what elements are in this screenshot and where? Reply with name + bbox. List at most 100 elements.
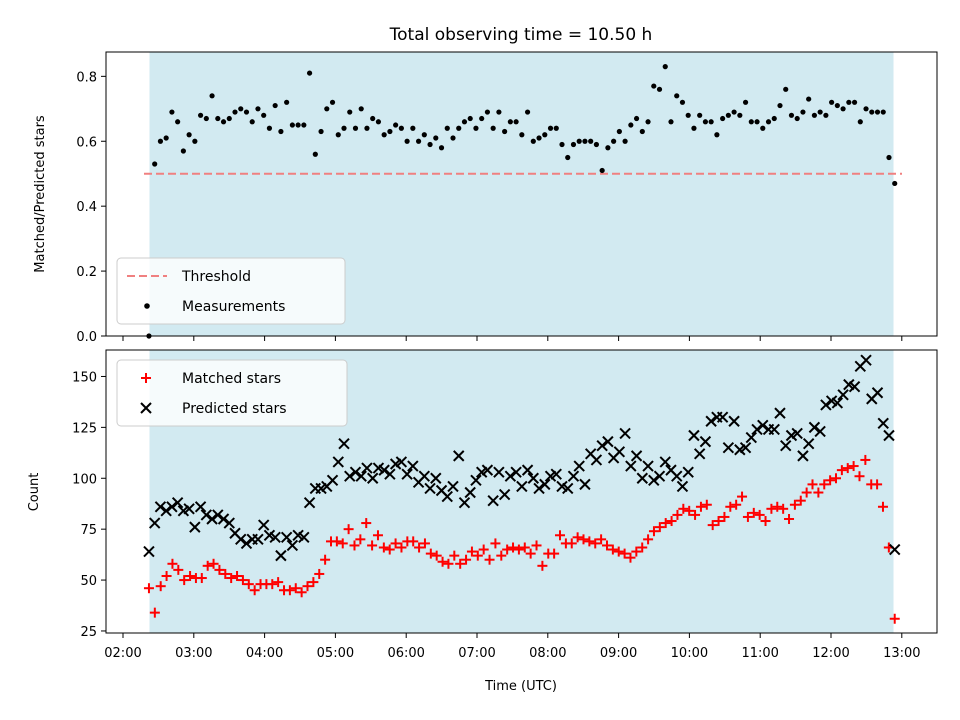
predicted-star-point: [344, 470, 356, 482]
predicted-star-point: [596, 439, 608, 452]
predicted-star-point: [820, 399, 832, 411]
predicted-star-point: [705, 415, 717, 427]
bottom-legend: Matched stars Predicted stars: [116, 359, 348, 427]
measurement-point: [674, 93, 680, 99]
measurement-point: [582, 138, 588, 144]
predicted-star-point: [671, 470, 683, 482]
matched-star-point: [367, 540, 378, 551]
x-tick-label: 03:00: [175, 646, 212, 661]
matched-star-point: [308, 577, 319, 588]
bottom-y-tick-label: 150: [72, 370, 97, 385]
measurement-point: [433, 135, 439, 141]
predicted-star-point: [349, 466, 362, 478]
measurement-point: [215, 115, 221, 122]
measurement-point: [186, 132, 192, 138]
matched-star-point: [155, 581, 166, 592]
legend-matched-swatch: [141, 373, 151, 383]
measurement-point: [312, 151, 318, 157]
matched-star-point: [707, 520, 718, 531]
measurement-point: [295, 122, 301, 128]
predicted-star-point: [780, 439, 792, 452]
measurement-point: [461, 119, 468, 125]
matched-star-point: [660, 518, 671, 529]
matched-star-point: [502, 544, 513, 555]
predicted-star-point: [418, 470, 431, 482]
predicted-star-point: [562, 482, 574, 495]
measurement-point: [272, 102, 278, 109]
legend-predicted-swatch: [140, 402, 152, 414]
matched-star-point: [455, 558, 466, 569]
predicted-star-point: [464, 486, 476, 499]
predicted-star-point: [441, 490, 453, 503]
measurement-point: [628, 122, 634, 128]
predicted-star-point: [424, 482, 436, 495]
matched-star-point: [273, 577, 284, 588]
matched-star-point: [795, 495, 806, 506]
predicted-star-point: [470, 474, 482, 487]
matched-star-point: [643, 534, 654, 545]
measurement-point: [565, 154, 571, 161]
measurement-point: [829, 99, 835, 105]
predicted-star-point: [688, 429, 700, 442]
predicted-star-point: [286, 539, 299, 552]
matched-star-point: [508, 542, 519, 553]
predicted-star-point: [739, 442, 752, 454]
x-tick-label: 04:00: [246, 646, 283, 661]
predicted-star-point: [774, 407, 786, 419]
matched-star-point: [161, 570, 172, 581]
predicted-star-point: [235, 533, 247, 546]
measurement-point: [570, 141, 577, 148]
measurement-point: [266, 125, 273, 131]
measurement-point: [742, 99, 749, 105]
matched-star-point: [695, 501, 706, 512]
predicted-star-point: [716, 411, 729, 423]
bottom-y-tick-label: 25: [80, 625, 97, 640]
matched-star-point: [331, 536, 342, 547]
measurement-point: [301, 122, 307, 128]
measurement-point: [352, 125, 359, 131]
matched-star-point: [384, 544, 395, 555]
matched-star-point: [531, 540, 542, 551]
bottom-panel: 25 50 75 100 125 150 02:00 03:00 04:00 05:00 06:0…: [27, 349, 938, 694]
matched-star-point: [425, 548, 436, 559]
matched-star-point: [666, 516, 677, 527]
measurement-point: [249, 119, 255, 125]
matched-star-point: [807, 479, 818, 490]
measurement-point: [318, 128, 324, 135]
matched-star-point: [267, 579, 278, 590]
measurement-point: [284, 99, 290, 105]
measurement-point: [347, 109, 353, 115]
predicted-star-point: [280, 531, 293, 544]
matched-star-point: [437, 556, 448, 567]
measurement-point: [806, 96, 812, 102]
matched-star-point: [249, 585, 260, 596]
predicted-star-point: [458, 496, 471, 509]
measurement-point: [306, 70, 313, 76]
matched-star-point: [478, 544, 489, 555]
predicted-star-point: [361, 462, 373, 474]
matched-star-point: [185, 570, 196, 581]
measurement-point: [651, 83, 657, 89]
matched-star-point: [232, 570, 243, 581]
matched-star-point: [613, 546, 624, 557]
predicted-star-point: [160, 505, 172, 517]
measurement-point: [708, 119, 714, 125]
measurement-point: [175, 119, 181, 125]
predicted-star-point: [453, 450, 465, 462]
matched-star-point: [737, 491, 748, 502]
measurement-point: [404, 138, 410, 144]
matched-star-point: [654, 522, 665, 533]
predicted-star-point: [481, 464, 494, 476]
predicted-star-point: [567, 470, 580, 482]
measurement-point: [278, 128, 284, 135]
matched-star-point: [484, 554, 495, 565]
predicted-star-point: [447, 480, 459, 493]
measurement-point: [438, 145, 445, 151]
measurement-point: [788, 112, 795, 118]
predicted-star-point: [338, 437, 350, 450]
measurement-point: [800, 109, 806, 115]
measurement-point: [702, 119, 709, 125]
predicted-star-point: [303, 496, 316, 509]
measurement-point: [857, 119, 863, 125]
